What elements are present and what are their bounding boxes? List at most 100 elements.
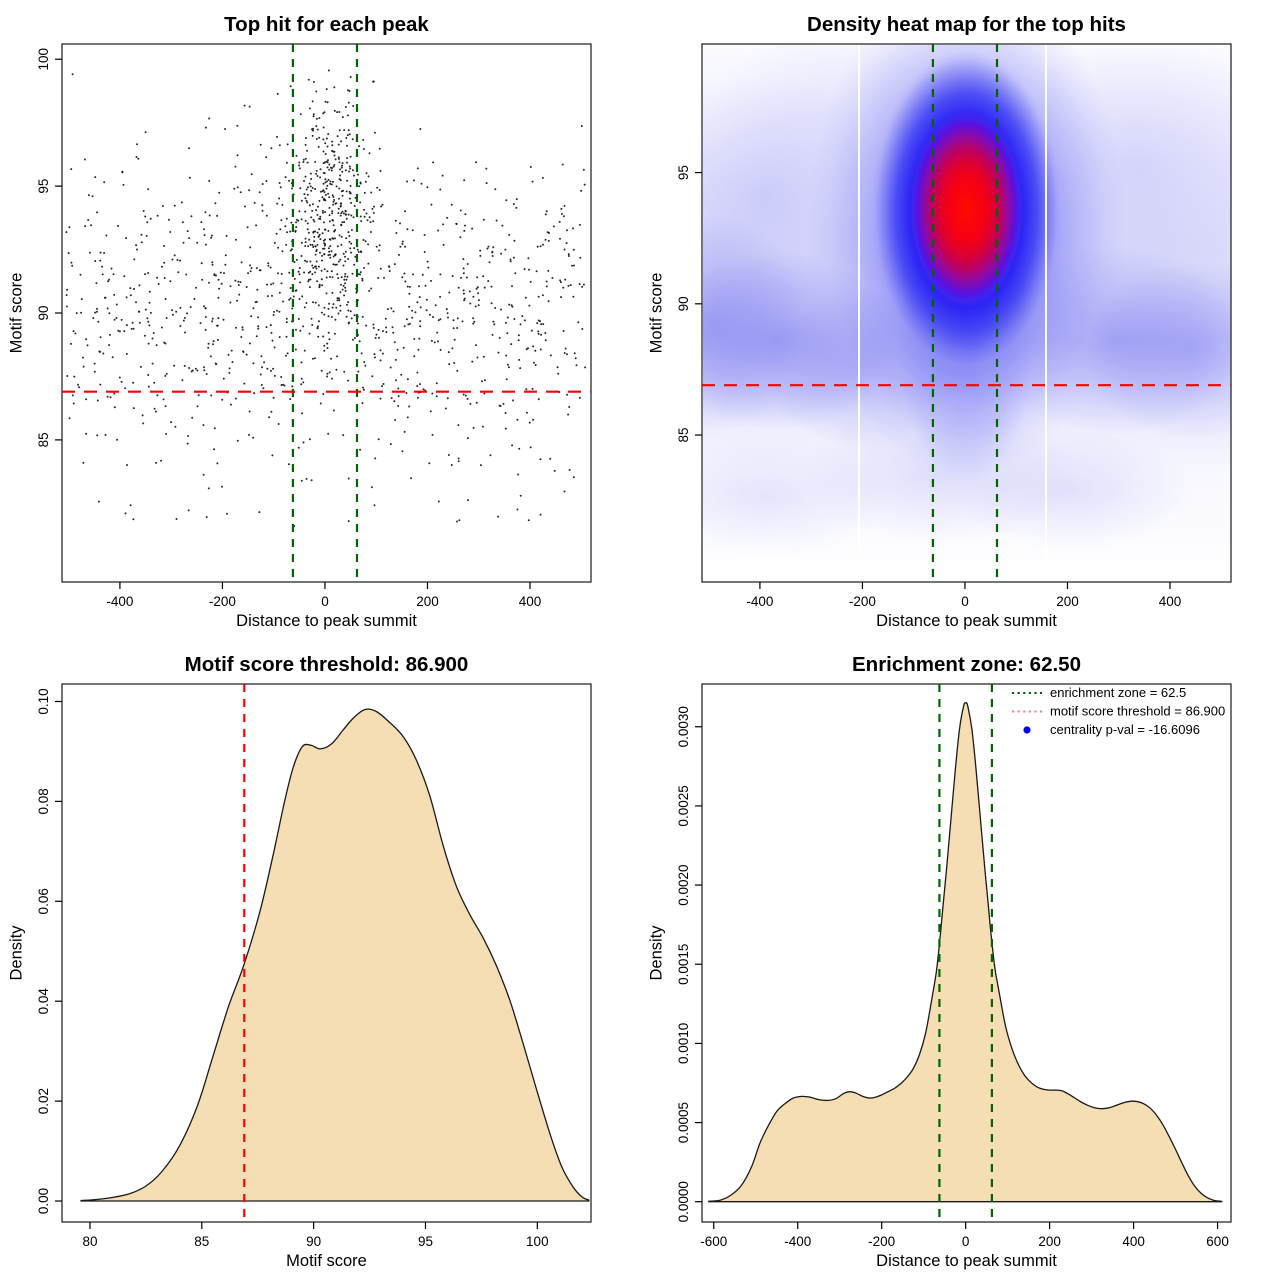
scatter-point (450, 464, 453, 466)
scatter-point (245, 286, 248, 288)
scatter-point (334, 229, 337, 231)
scatter-point (402, 346, 405, 349)
scatter-point (249, 264, 252, 267)
scatter-point (339, 309, 342, 312)
scatter-point (342, 264, 345, 267)
scatter-point (183, 317, 186, 319)
scatter-point (344, 169, 347, 172)
scatter-point (332, 237, 335, 240)
y-tick-label: 0.08 (36, 788, 51, 814)
scatter-point (537, 332, 540, 335)
scatter-point (80, 298, 83, 301)
scatter-point (223, 272, 225, 275)
scatter-point (282, 300, 285, 303)
scatter-point (340, 243, 343, 246)
scatter-point (300, 241, 303, 244)
scatter-point (248, 410, 251, 413)
scatter-point (99, 259, 102, 262)
scatter-point (291, 248, 293, 251)
scatter-point (144, 273, 147, 276)
scatter-point (188, 367, 191, 369)
scatter-point (477, 299, 480, 302)
scatter-point (311, 187, 314, 189)
scatter-point (257, 316, 260, 319)
scatter-point (327, 247, 330, 250)
scatter-point (70, 342, 72, 345)
scatter-point (363, 215, 366, 218)
scatter-point (347, 89, 349, 92)
scatter-point (406, 228, 409, 231)
scatter-point (291, 385, 294, 388)
scatter-point (255, 224, 258, 227)
scatter-point (325, 137, 328, 140)
scatter-point (322, 393, 325, 395)
scatter-point (175, 518, 178, 520)
scatter-point (218, 287, 221, 290)
data-layer (62, 44, 591, 582)
scatter-point (351, 272, 354, 275)
scatter-point (196, 405, 199, 408)
scatter-point (508, 303, 511, 306)
scatter-point (425, 298, 428, 301)
scatter-point (146, 317, 149, 320)
scatter-point (291, 307, 294, 310)
scatter-point (351, 138, 354, 141)
scatter-point (261, 366, 263, 369)
scatter-point (545, 210, 548, 213)
scatter-point (529, 166, 532, 168)
x-tick-label: -400 (746, 594, 773, 609)
scatter-point (284, 225, 287, 228)
scatter-point (567, 413, 570, 416)
scatter-point (151, 337, 154, 340)
scatter-point (486, 247, 489, 250)
x-tick-label: -200 (868, 1234, 895, 1249)
scatter-point (364, 364, 367, 367)
scatter-point (142, 210, 145, 212)
scatter-point (392, 331, 395, 334)
scatter-point (340, 140, 343, 143)
scatter-point (261, 183, 264, 185)
scatter-point (204, 126, 207, 129)
scatter-point (149, 217, 152, 220)
y-tick-label: 0.10 (36, 688, 51, 714)
scatter-point (536, 245, 539, 248)
y-tick-label: 0.0030 (676, 706, 691, 747)
scatter-point (575, 364, 578, 367)
scatter-point (204, 243, 207, 246)
scatter-point (537, 398, 540, 401)
scatter-point (337, 143, 340, 146)
heatmap-image (703, 45, 1231, 582)
scatter-point (439, 188, 442, 191)
scatter-point (298, 298, 301, 300)
scatter-point (563, 352, 566, 354)
scatter-point (562, 286, 565, 289)
scatter-point (317, 205, 319, 208)
scatter-point (120, 380, 123, 383)
scatter-point (528, 421, 531, 424)
scatter-point (378, 147, 381, 150)
scatter-point (338, 234, 341, 237)
scatter-point (298, 267, 301, 269)
scatter-point (304, 175, 307, 178)
scatter-point (537, 295, 540, 298)
scatter-point (542, 323, 545, 326)
scatter-point (331, 210, 334, 213)
scatter-point (335, 368, 338, 371)
scatter-point (348, 165, 351, 168)
scatter-point (457, 457, 460, 460)
scatter-point (333, 199, 336, 201)
scatter-point (145, 234, 148, 237)
scatter-point (439, 348, 442, 351)
scatter-point (375, 333, 378, 336)
scatter-point (161, 205, 164, 207)
scatter-point (315, 209, 318, 212)
scatter-point (164, 298, 167, 300)
scatter-point (529, 446, 532, 449)
scatter-point (379, 170, 382, 172)
scatter-point (338, 161, 341, 164)
scatter-point (377, 438, 380, 441)
scatter-point (408, 322, 411, 325)
scatter-point (418, 337, 421, 340)
scatter-point (312, 230, 315, 233)
scatter-point (558, 220, 561, 223)
